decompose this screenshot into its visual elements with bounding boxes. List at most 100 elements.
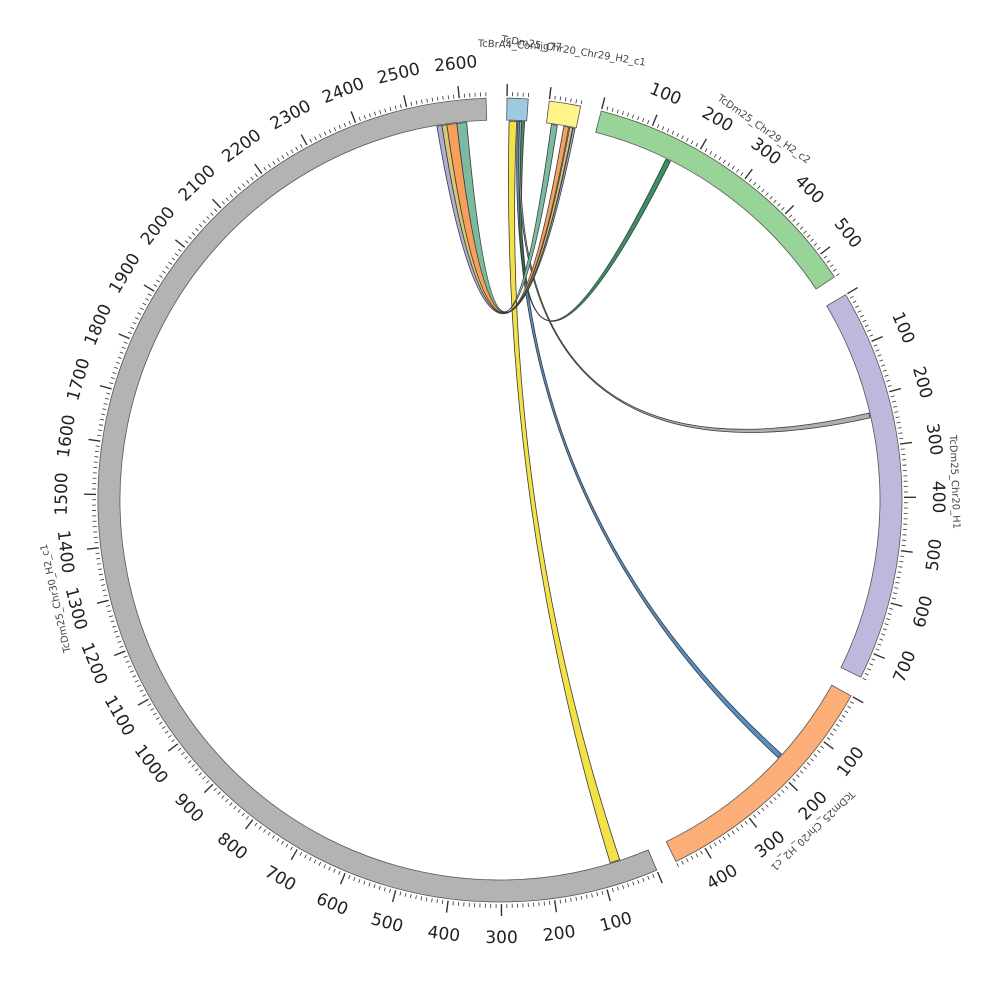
tick-mark — [816, 749, 821, 753]
tick-mark — [246, 180, 250, 184]
contig-segment-tcdm25-chr30-h2-c1 — [97, 97, 658, 903]
tick-mark — [348, 120, 351, 125]
tick-mark — [457, 86, 460, 99]
tick-mark — [781, 207, 785, 211]
tick-mark — [225, 197, 229, 201]
tick-mark — [632, 114, 635, 119]
tick-mark — [125, 660, 130, 663]
tick-mark — [97, 568, 102, 570]
tick-mark — [686, 137, 689, 142]
tick-mark — [389, 888, 391, 893]
tick-mark — [436, 899, 438, 904]
tick-mark — [210, 212, 214, 216]
tick-mark — [373, 884, 376, 889]
tick-mark — [867, 329, 872, 332]
tick-mark — [601, 97, 606, 110]
tick-mark — [410, 894, 412, 899]
tick-mark — [847, 705, 852, 709]
tick-mark — [709, 845, 713, 849]
contig-ring: TcBrA4_Contig77TcDm25_Chr20_Chr29_H2_c1T… — [39, 34, 962, 903]
tick-mark — [96, 599, 109, 604]
tick-mark — [652, 873, 655, 878]
contig-name-tcdm25-chr20-h1: TcDm25_Chr20_H1 — [947, 434, 962, 529]
tick-mark — [426, 98, 428, 103]
tick-mark — [622, 884, 625, 889]
tick-mark — [900, 549, 913, 553]
tick-mark — [713, 842, 717, 847]
contig-segment-tcdm25-chr20-h2-c1 — [665, 684, 852, 862]
tick-mark — [857, 310, 862, 313]
tick-mark — [897, 571, 902, 573]
tick-mark — [194, 768, 199, 772]
tick-mark — [671, 130, 675, 135]
tick-label: 2500 — [375, 59, 422, 88]
tick-mark — [254, 822, 258, 827]
tick-mark — [158, 721, 163, 725]
tick-mark — [168, 734, 172, 738]
tick-mark — [174, 253, 179, 257]
tick-mark — [700, 850, 703, 855]
tick-mark — [258, 825, 262, 830]
tick-mark — [96, 557, 101, 560]
tick-mark — [281, 840, 284, 845]
tick-mark — [889, 607, 894, 610]
tick-mark — [709, 151, 713, 155]
tick-mark — [681, 135, 684, 140]
tick-mark — [627, 883, 630, 888]
tick-label: 200 — [542, 922, 577, 946]
tick-mark — [881, 364, 886, 367]
tick-mark — [877, 643, 882, 646]
tick-mark — [713, 153, 717, 158]
tick-mark — [647, 120, 650, 125]
tick-mark — [358, 878, 361, 883]
link-ribbon-4 — [518, 121, 871, 433]
tick-mark — [559, 899, 562, 904]
tick-label: 100 — [887, 309, 918, 347]
tick-label: 1000 — [130, 741, 172, 788]
tick-mark — [110, 620, 115, 623]
tick-mark — [299, 851, 303, 856]
tick-mark — [168, 261, 173, 265]
tick-mark — [410, 101, 413, 106]
tick-label: 500 — [369, 909, 406, 937]
tick-mark — [898, 566, 903, 568]
tick-mark — [267, 163, 271, 168]
tick-mark — [213, 787, 217, 792]
tick-mark — [314, 136, 317, 141]
tick-mark — [171, 739, 175, 743]
tick-mark — [596, 892, 599, 897]
tick-mark — [788, 214, 793, 218]
tick-mark — [884, 623, 889, 626]
tick-mark — [100, 584, 106, 586]
tick-mark — [873, 344, 878, 347]
tick-mark — [181, 751, 185, 756]
tick-mark — [415, 100, 418, 105]
tick-label: 2000 — [137, 203, 180, 249]
tick-mark — [736, 168, 740, 173]
tick-mark — [699, 138, 708, 150]
tick-mark — [722, 836, 726, 841]
tick-mark — [118, 333, 130, 340]
tick-mark — [102, 589, 107, 592]
tick-mark — [389, 107, 392, 112]
tick-mark — [113, 650, 126, 657]
tick-mark — [852, 696, 864, 704]
tick-mark — [570, 98, 572, 103]
tick-mark — [893, 592, 898, 595]
tick-mark — [339, 872, 346, 885]
tick-mark — [343, 122, 346, 127]
tick-mark — [704, 148, 708, 153]
tick-mark — [447, 95, 450, 100]
tick-mark — [744, 168, 753, 180]
contig-segment-tcdm25-chr20-h1 — [826, 294, 903, 678]
tick-mark — [155, 717, 160, 720]
tick-mark — [757, 811, 761, 815]
tick-mark — [882, 369, 887, 372]
tick-label: 600 — [910, 594, 938, 630]
tick-mark — [104, 397, 109, 400]
tick-mark — [761, 807, 765, 812]
tick-mark — [748, 178, 753, 183]
tick-mark — [110, 377, 115, 380]
tick-mark — [333, 868, 336, 873]
tick-mark — [171, 257, 176, 261]
